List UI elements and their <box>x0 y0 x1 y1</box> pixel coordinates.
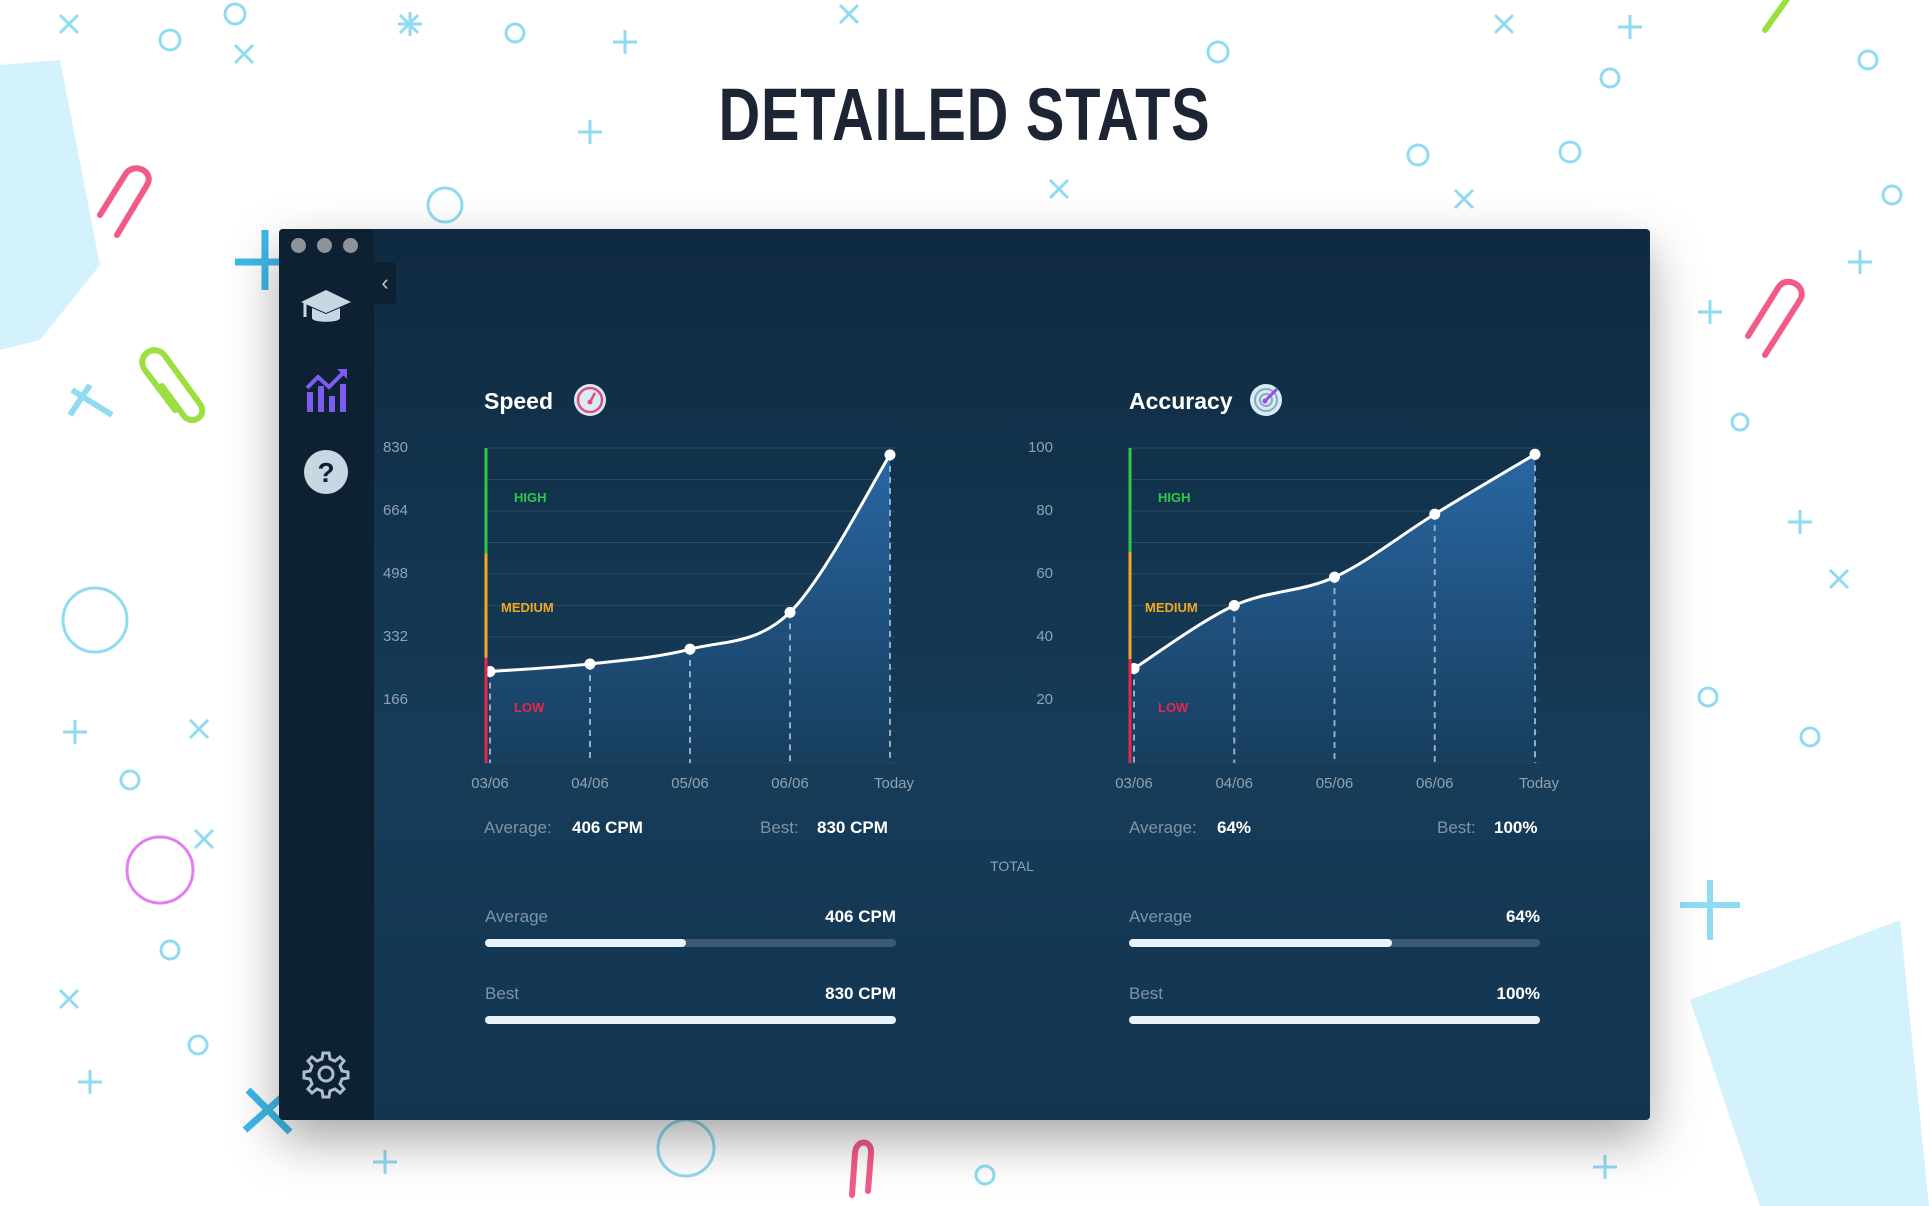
x-tick-label: 06/06 <box>1415 775 1454 792</box>
y-tick-label: 100 <box>1027 439 1053 456</box>
y-tick-label: 166 <box>382 691 408 708</box>
bar-chart-trend-icon <box>305 369 347 412</box>
data-point-Today[interactable] <box>1529 448 1541 460</box>
collapse-sidebar-button[interactable]: ‹ <box>374 262 396 304</box>
progress-fill <box>1129 939 1393 947</box>
y-tick-label: 20 <box>1036 691 1053 708</box>
band-label-high: HIGH <box>1158 490 1191 505</box>
accuracy-total-average-value: 64% <box>1505 907 1540 926</box>
band-label-medium: MEDIUM <box>501 599 554 615</box>
chevron-left-icon: ‹ <box>381 270 389 295</box>
x-tick-label: 04/06 <box>1215 775 1254 792</box>
accuracy-average-progress <box>1129 939 1540 947</box>
accuracy-total-average-label: Average <box>1129 907 1193 926</box>
minimize-window-button[interactable] <box>317 238 332 253</box>
data-point-05/06[interactable] <box>1329 571 1340 583</box>
speed-total-best-value: 830 CPM <box>825 984 896 1003</box>
x-tick-label: 03/06 <box>471 775 509 792</box>
sidebar: ? <box>279 229 374 1120</box>
close-window-button[interactable] <box>291 238 306 253</box>
accuracy-best-value: 100% <box>1494 818 1538 837</box>
data-point-04/06[interactable] <box>1228 600 1240 611</box>
sidebar-item-help[interactable]: ? <box>299 445 353 499</box>
data-point-04/06[interactable] <box>584 658 596 670</box>
sidebar-item-lessons[interactable] <box>299 282 353 336</box>
speed-average-value: 406 CPM <box>572 818 643 837</box>
help-icon: ? <box>304 450 348 494</box>
y-tick-label: 80 <box>1036 502 1053 519</box>
sidebar-item-stats[interactable] <box>299 364 353 418</box>
accuracy-average-label: Average: <box>1129 818 1197 837</box>
y-tick-label: 60 <box>1036 565 1053 582</box>
x-tick-label: 05/06 <box>671 775 709 792</box>
y-tick-label: 332 <box>382 628 408 645</box>
speed-total-average-label: Average <box>485 907 549 926</box>
speed-best-progress <box>485 1016 896 1024</box>
speed-average-progress <box>485 939 896 947</box>
accuracy-chart-title: Accuracy <box>1129 388 1233 414</box>
data-point-05/06[interactable] <box>684 643 696 655</box>
data-point-06/06[interactable] <box>784 606 796 618</box>
speed-total-average-value: 406 CPM <box>825 907 896 926</box>
progress-fill <box>485 1016 896 1024</box>
accuracy-best-label: Best: <box>1437 818 1476 837</box>
target-icon <box>1250 384 1282 416</box>
x-tick-label: Today <box>873 775 915 792</box>
gear-icon <box>302 1051 350 1099</box>
progress-fill <box>1129 1016 1540 1024</box>
y-tick-label: 498 <box>382 565 408 582</box>
settings-button[interactable] <box>299 1047 353 1101</box>
data-point-Today[interactable] <box>884 449 896 461</box>
graduation-cap-icon <box>301 290 351 322</box>
x-tick-label: 06/06 <box>771 775 809 792</box>
maximize-window-button[interactable] <box>343 238 358 253</box>
band-label-high: HIGH <box>514 490 547 505</box>
y-tick-label: 830 <box>382 439 408 456</box>
speedometer-icon <box>574 384 606 416</box>
speed-chart-title: Speed <box>484 388 554 414</box>
x-tick-label: 03/06 <box>1115 775 1153 792</box>
accuracy-total-best-label: Best <box>1129 984 1164 1003</box>
speed-best-value: 830 CPM <box>817 818 888 837</box>
speed-average-label: Average: <box>484 818 552 837</box>
band-label-low: LOW <box>1158 700 1189 715</box>
speed-total-best-label: Best <box>485 984 520 1003</box>
data-point-06/06[interactable] <box>1429 508 1441 520</box>
x-tick-label: 05/06 <box>1315 775 1354 792</box>
page-title: DETAILED STATS <box>718 73 1211 156</box>
accuracy-average-value: 64% <box>1217 818 1252 837</box>
band-label-low: LOW <box>514 700 545 715</box>
accuracy-total-best-value: 100% <box>1496 984 1540 1003</box>
svg-text:?: ? <box>317 457 334 488</box>
progress-fill <box>485 939 687 947</box>
speed-best-label: Best: <box>760 818 799 837</box>
accuracy-best-progress <box>1129 1016 1540 1024</box>
x-tick-label: Today <box>1518 775 1560 792</box>
y-tick-label: 664 <box>382 502 408 519</box>
x-tick-label: 04/06 <box>571 775 609 792</box>
total-section-label: TOTAL <box>990 858 1034 874</box>
y-tick-label: 40 <box>1036 628 1053 645</box>
band-label-medium: MEDIUM <box>1145 599 1198 615</box>
window-controls <box>291 238 358 253</box>
